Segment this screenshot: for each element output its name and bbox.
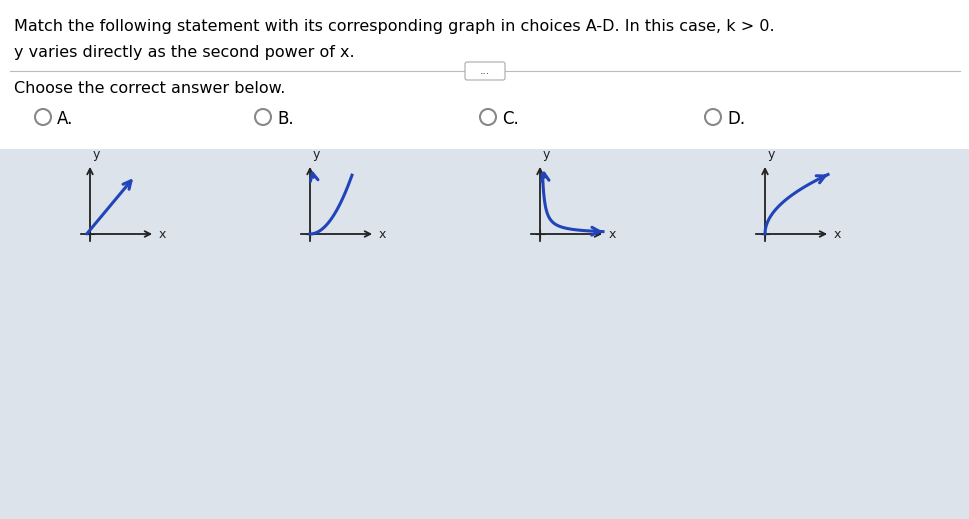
Text: y: y — [543, 148, 549, 161]
Text: x: x — [609, 228, 615, 241]
Text: Match the following statement with its corresponding graph in choices A-D. In th: Match the following statement with its c… — [14, 19, 774, 34]
Text: y: y — [767, 148, 774, 161]
Text: D.: D. — [726, 110, 744, 128]
FancyBboxPatch shape — [0, 0, 969, 149]
Text: A.: A. — [57, 110, 74, 128]
Text: C.: C. — [502, 110, 518, 128]
Text: y varies directly as the second power of x.: y varies directly as the second power of… — [14, 45, 355, 60]
FancyBboxPatch shape — [464, 62, 505, 80]
Text: ...: ... — [480, 66, 489, 76]
Text: Choose the correct answer below.: Choose the correct answer below. — [14, 81, 285, 96]
Text: x: x — [379, 228, 386, 241]
Text: y: y — [93, 148, 100, 161]
Text: x: x — [159, 228, 167, 241]
Text: x: x — [833, 228, 840, 241]
Text: B.: B. — [277, 110, 294, 128]
Text: y: y — [313, 148, 320, 161]
